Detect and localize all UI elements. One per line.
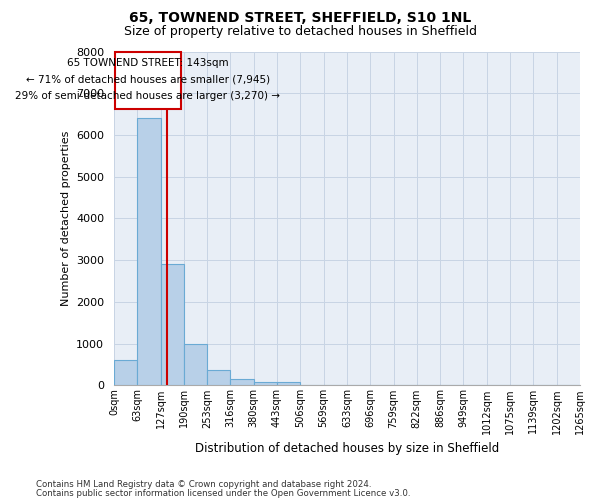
Text: Contains public sector information licensed under the Open Government Licence v3: Contains public sector information licen…: [36, 489, 410, 498]
FancyBboxPatch shape: [115, 52, 181, 109]
Text: Contains HM Land Registry data © Crown copyright and database right 2024.: Contains HM Land Registry data © Crown c…: [36, 480, 371, 489]
Bar: [254, 382, 277, 386]
Text: 65 TOWNEND STREET: 143sqm: 65 TOWNEND STREET: 143sqm: [67, 58, 229, 68]
X-axis label: Distribution of detached houses by size in Sheffield: Distribution of detached houses by size …: [195, 442, 499, 455]
Text: 29% of semi-detached houses are larger (3,270) →: 29% of semi-detached houses are larger (…: [15, 91, 280, 101]
Bar: [114, 360, 137, 386]
Bar: [207, 370, 230, 386]
Bar: [161, 264, 184, 386]
Text: ← 71% of detached houses are smaller (7,945): ← 71% of detached houses are smaller (7,…: [26, 74, 269, 85]
Bar: [137, 118, 161, 386]
Bar: [277, 382, 301, 386]
Text: 65, TOWNEND STREET, SHEFFIELD, S10 1NL: 65, TOWNEND STREET, SHEFFIELD, S10 1NL: [129, 11, 471, 25]
Text: Size of property relative to detached houses in Sheffield: Size of property relative to detached ho…: [124, 25, 476, 38]
Y-axis label: Number of detached properties: Number of detached properties: [61, 131, 71, 306]
Bar: [184, 344, 207, 386]
Bar: [230, 378, 254, 386]
